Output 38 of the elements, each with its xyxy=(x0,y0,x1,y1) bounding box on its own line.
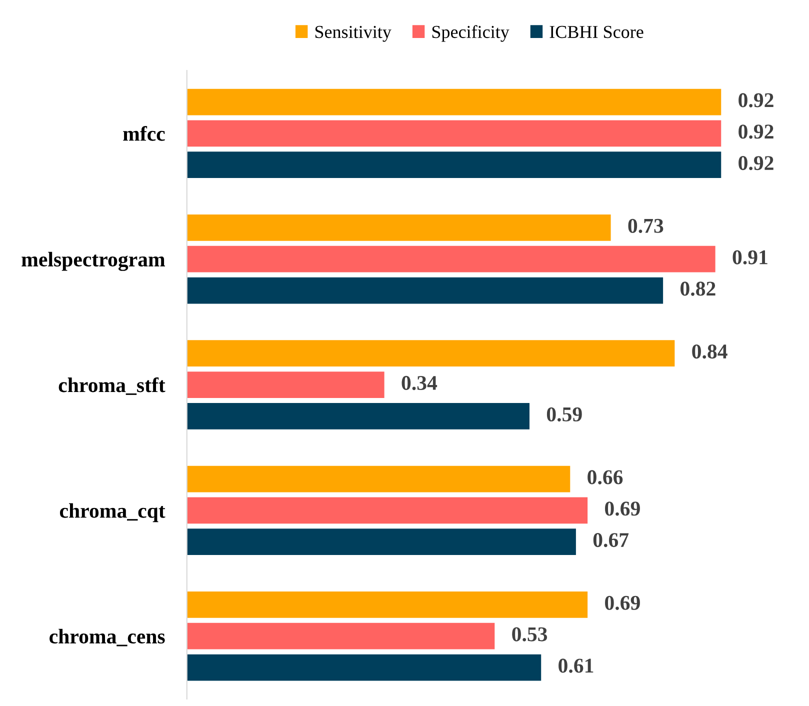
bar xyxy=(186,152,722,178)
data-label: 0.84 xyxy=(692,344,728,359)
y-tick-label: melspectrogram xyxy=(22,252,165,271)
bar xyxy=(186,340,675,367)
bar xyxy=(186,214,611,241)
bar xyxy=(186,402,530,430)
bar xyxy=(186,120,722,147)
data-label: 0.67 xyxy=(593,533,629,548)
data-label: 0.69 xyxy=(605,502,640,516)
data-label: 0.61 xyxy=(558,658,594,673)
data-label: 0.91 xyxy=(732,250,768,264)
legend-label: Specificity xyxy=(432,25,510,42)
y-tick-label: chroma_cqt xyxy=(60,503,166,522)
bar xyxy=(186,497,588,524)
data-label: 0.53 xyxy=(512,627,548,642)
legend-label: Sensitivity xyxy=(315,26,392,42)
y-tick-label: chroma_cens xyxy=(50,628,165,646)
bar xyxy=(186,246,716,272)
data-label: 0.66 xyxy=(588,470,623,484)
data-label: 0.92 xyxy=(738,93,774,108)
bar xyxy=(186,654,542,681)
data-label: 0.34 xyxy=(402,376,438,390)
bar xyxy=(186,277,664,304)
bar xyxy=(186,528,576,556)
data-label: 0.59 xyxy=(546,407,582,422)
data-label: 0.92 xyxy=(738,156,774,170)
y-tick-label: mfcc xyxy=(123,126,165,141)
data-label: 0.92 xyxy=(738,124,774,139)
y-tick-label: chroma_stft xyxy=(58,377,166,395)
data-label: 0.73 xyxy=(628,218,664,233)
bar xyxy=(186,372,384,398)
legend-label: ICBHI Score xyxy=(550,26,644,38)
data-label: 0.69 xyxy=(605,596,640,610)
bar xyxy=(186,466,570,492)
data-label: 0.82 xyxy=(680,282,716,296)
bar xyxy=(186,591,588,618)
bar xyxy=(186,88,722,116)
bar xyxy=(186,622,495,650)
